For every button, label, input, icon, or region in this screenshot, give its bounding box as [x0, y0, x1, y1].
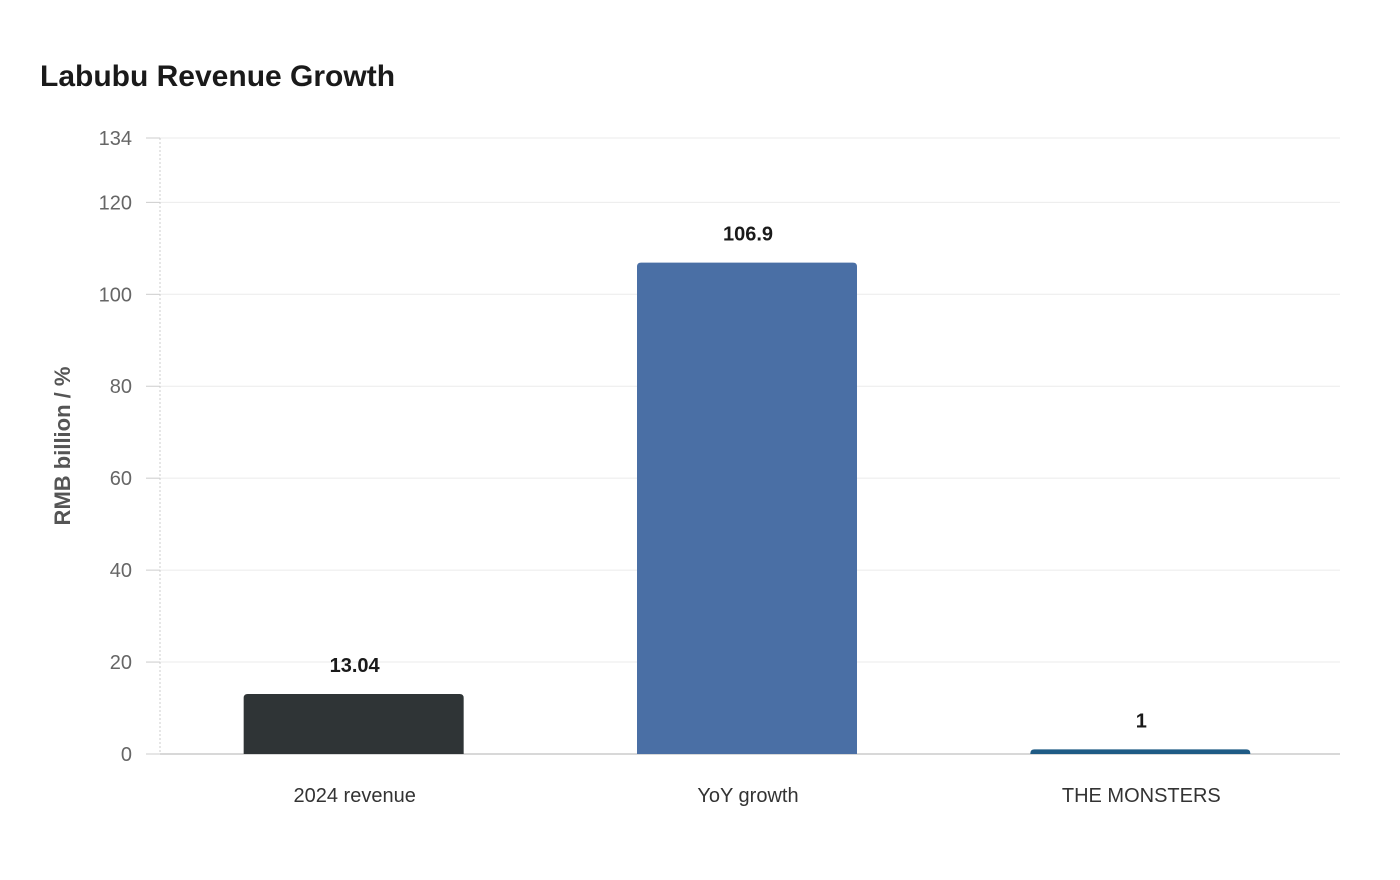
y-tick-label: 0 [121, 744, 132, 766]
data-label: 13.04 [330, 655, 381, 677]
bar [637, 262, 857, 754]
y-tick-label: 80 [110, 376, 132, 398]
y-tick-label: 100 [99, 284, 132, 306]
y-tick-label: 40 [110, 560, 132, 582]
bar [243, 694, 464, 754]
y-tick-label: 134 [99, 128, 132, 150]
bar [1030, 749, 1251, 754]
y-tick-label: 120 [99, 192, 132, 214]
x-tick-label: YoY growth [697, 785, 798, 807]
x-tick-label: 2024 revenue [294, 785, 416, 807]
chart-title: Labubu Revenue Growth [40, 60, 396, 93]
y-tick-label: 20 [110, 652, 132, 674]
x-tick-label: THE MONSTERS [1062, 785, 1221, 807]
y-tick-label: 60 [110, 468, 132, 490]
data-label: 1 [1136, 710, 1147, 732]
data-label: 106.9 [723, 224, 773, 246]
y-axis-label: RMB billion / % [50, 367, 75, 526]
